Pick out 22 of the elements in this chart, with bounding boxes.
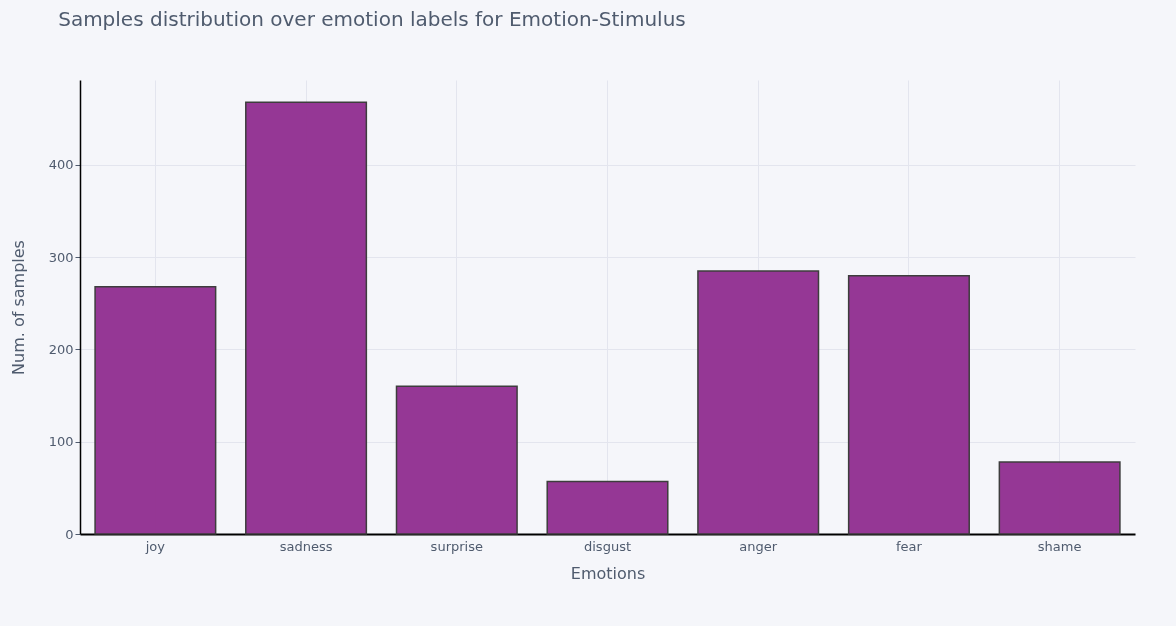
x-tick-label: surprise: [430, 538, 483, 554]
y-axis-title: Num. of samples: [8, 240, 28, 375]
x-tick-label: joy: [144, 538, 166, 554]
x-tick-label: fear: [895, 538, 923, 554]
x-tick-label: sadness: [279, 538, 333, 554]
bar: [245, 101, 368, 535]
x-tick-label: disgust: [584, 538, 631, 554]
y-tick-label: 400: [48, 157, 74, 173]
bar: [546, 480, 669, 535]
x-tick-label: shame: [1037, 538, 1082, 554]
y-tick-label: 300: [48, 249, 74, 265]
x-tick-label: anger: [739, 538, 778, 554]
bar: [697, 270, 820, 535]
bar: [395, 385, 518, 535]
y-tick-label: 0: [65, 526, 74, 542]
chart-title: Samples distribution over emotion labels for Emotion-Stimulus: [58, 7, 686, 31]
bar: [998, 461, 1121, 535]
bar: [94, 285, 217, 535]
bar: [847, 274, 970, 535]
y-tick-label: 100: [48, 434, 74, 450]
y-tick-label: 200: [48, 341, 74, 357]
x-axis-title: Emotions: [570, 563, 646, 583]
